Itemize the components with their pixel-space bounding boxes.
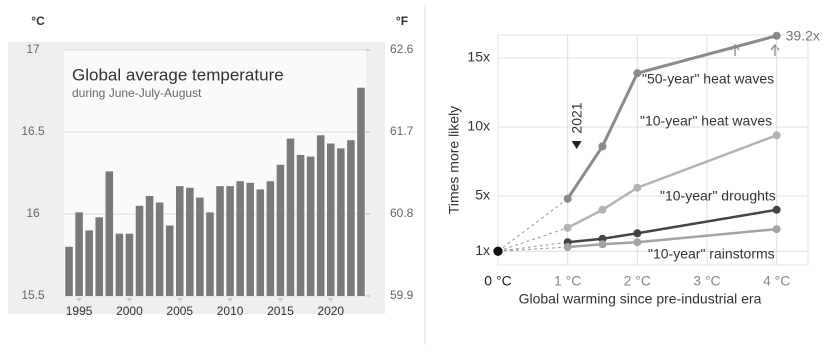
y-tick-label: 15.5 <box>21 288 45 302</box>
y2-tick-label: 59.9 <box>390 288 414 302</box>
y-tick-label: 10x <box>467 118 490 134</box>
point <box>598 240 607 249</box>
x-tick-label: 2000 <box>116 304 143 318</box>
y-axis-label: Times more likely <box>446 106 462 214</box>
bar <box>347 140 355 296</box>
annotation: 2021 <box>568 102 584 133</box>
series-line <box>567 208 777 244</box>
y-tick-label: 16 <box>26 206 40 220</box>
bar <box>216 186 224 296</box>
x-tick <box>227 298 234 302</box>
x-tick <box>277 298 284 302</box>
left-plot-area <box>64 50 366 296</box>
point <box>598 205 607 214</box>
bar <box>175 186 184 296</box>
x-tick <box>126 298 133 302</box>
bar <box>206 212 214 296</box>
x-tick-label: 2015 <box>267 304 294 318</box>
point <box>563 194 572 203</box>
x-tick-label: 2020 <box>317 304 344 318</box>
x-tick <box>176 298 183 302</box>
lead-in-segment <box>497 227 568 252</box>
point <box>633 183 642 192</box>
bar <box>256 189 265 296</box>
bar <box>165 225 174 296</box>
x-tick-label: 2005 <box>166 304 193 318</box>
y2-tick-label: 61.7 <box>390 124 414 138</box>
point <box>772 31 781 40</box>
bar <box>155 202 164 296</box>
point <box>772 131 781 140</box>
bar <box>306 156 315 296</box>
series-line <box>566 34 778 200</box>
point <box>633 229 642 238</box>
annotation-arrow <box>571 141 582 149</box>
x-tick-label: 4 °C <box>763 273 790 289</box>
x-tick <box>327 298 334 302</box>
bar <box>105 171 114 296</box>
y-tick-label: 16.5 <box>21 124 45 138</box>
bar <box>246 182 255 296</box>
bar <box>326 143 335 296</box>
point <box>772 205 781 214</box>
x-tick-label: 2 °C <box>624 273 651 289</box>
break-arrow <box>770 43 780 56</box>
lead-in-segment <box>497 198 568 252</box>
x-tick-label: 1 °C <box>554 273 581 289</box>
point <box>772 225 781 234</box>
lead-in-segment <box>497 246 568 252</box>
bar <box>95 217 104 296</box>
point <box>633 238 642 247</box>
y2-tick-label: 60.8 <box>390 206 414 220</box>
bar <box>357 87 365 296</box>
bar <box>145 195 154 296</box>
bar <box>266 181 275 296</box>
chart-title: Global average temperature <box>72 65 284 84</box>
x-tick-label: 1995 <box>66 304 93 318</box>
y-axis-unit: °C <box>31 14 45 28</box>
bar <box>115 233 124 296</box>
bar <box>75 212 83 296</box>
y2-axis-unit: °F <box>396 14 408 28</box>
bar <box>65 246 73 296</box>
series-label: "10-year" droughts <box>660 188 776 204</box>
point <box>563 223 572 232</box>
bar <box>196 197 204 296</box>
bar <box>186 187 194 296</box>
y2-tick-label: 62.6 <box>390 42 414 56</box>
x-tick-label: 0 °C <box>484 273 511 289</box>
bar <box>135 205 144 296</box>
bar <box>236 181 244 296</box>
bar <box>286 138 295 296</box>
y-tick-label: 1x <box>475 242 490 258</box>
y-tick-label: 17 <box>26 42 40 56</box>
point <box>633 69 642 78</box>
bar <box>276 164 285 296</box>
series-label: "50-year" heat waves <box>642 71 774 87</box>
y-tick-label: 5x <box>475 187 490 203</box>
y-tick-label: 15x <box>467 49 490 65</box>
bar <box>125 233 134 296</box>
series-line <box>567 227 777 249</box>
bar <box>337 148 345 296</box>
x-tick <box>76 298 83 302</box>
point <box>598 142 607 151</box>
x-tick-label: 3 °C <box>693 273 720 289</box>
chart-subtitle: during June-July-August <box>72 86 202 100</box>
point <box>563 243 572 252</box>
origin-point <box>493 246 503 256</box>
series-label: "10-year" heat waves <box>640 113 772 129</box>
series-label: "10-year" rainstorms <box>648 246 775 262</box>
bar <box>316 135 325 296</box>
series-line <box>567 134 778 229</box>
bar <box>85 230 93 296</box>
x-tick-label: 2010 <box>217 304 244 318</box>
x-axis-label: Global warming since pre-industrial era <box>519 291 762 307</box>
bar <box>226 186 234 296</box>
bar <box>296 154 305 296</box>
point <box>598 234 607 243</box>
value-label: 39.2x <box>786 27 820 43</box>
